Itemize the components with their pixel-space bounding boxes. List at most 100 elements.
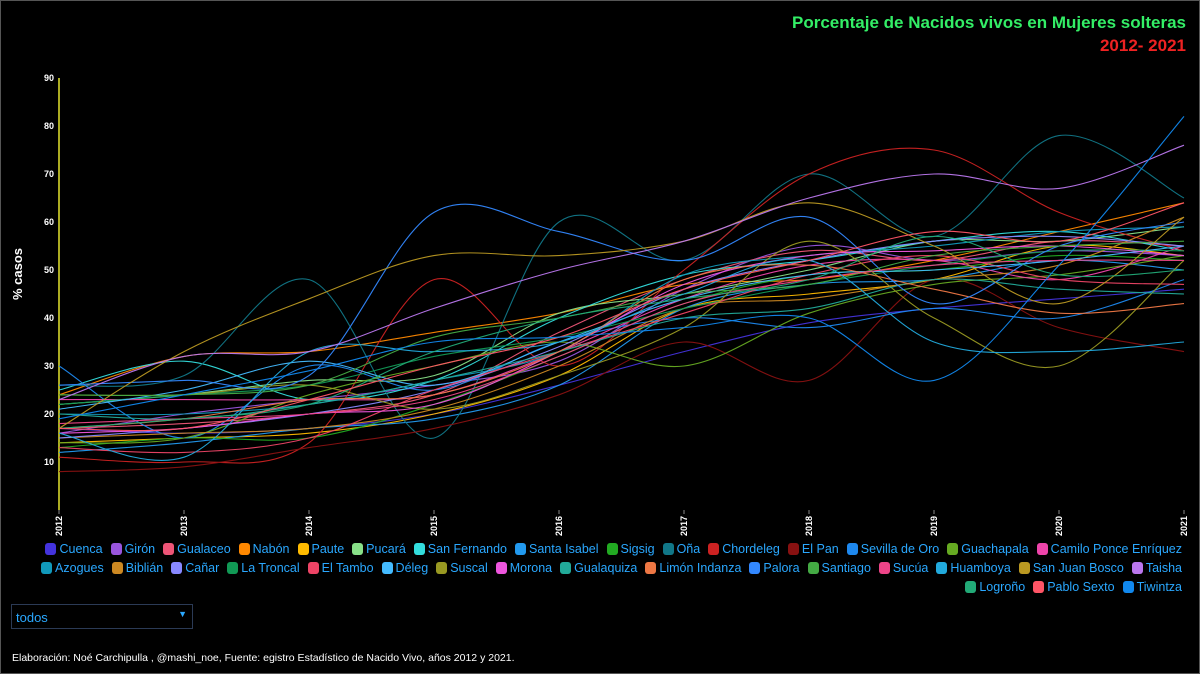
legend-swatch: [645, 561, 657, 574]
legend-item-azogues[interactable]: Azogues: [41, 559, 104, 576]
legend-swatch: [515, 542, 527, 555]
legend-item-pablo-sexto[interactable]: Pablo Sexto: [1033, 578, 1115, 595]
legend-item-san-juan-bosco[interactable]: San Juan Bosco: [1018, 559, 1124, 576]
legend-item-biblian[interactable]: Biblián: [111, 559, 164, 576]
legend-item-morona[interactable]: Morona: [495, 559, 553, 576]
series-line-el-pan: [58, 277, 1185, 473]
legend-swatch: [878, 561, 890, 574]
legend-swatch: [662, 542, 674, 555]
legend-swatch: [1033, 580, 1045, 593]
legend-label: Guachapala: [961, 541, 1029, 556]
series-line-suscal: [58, 240, 1185, 410]
x-tick-label: 2017: [679, 516, 689, 536]
legend-swatch: [352, 542, 364, 555]
chart-title: Porcentaje de Nacidos vivos en Mujeres s…: [792, 13, 1186, 32]
legend-label: El Pan: [801, 541, 839, 556]
series-line-tiwintza: [58, 116, 1185, 420]
municipality-select[interactable]: todos ▼: [11, 604, 193, 629]
legend-label: Cuenca: [59, 541, 103, 556]
legend-item-santa-isabel[interactable]: Santa Isabel: [515, 540, 599, 557]
legend-label: La Troncal: [241, 560, 300, 575]
legend-label: Azogues: [55, 560, 104, 575]
legend-item-gualaquiza[interactable]: Gualaquiza: [560, 559, 637, 576]
legend-label: Santiago: [821, 560, 871, 575]
legend-swatch: [1018, 561, 1030, 574]
legend-item-camilo-ponce-enriquez[interactable]: Camilo Ponce Enríquez: [1036, 540, 1182, 557]
legend-swatch: [111, 561, 123, 574]
legend-swatch: [307, 561, 319, 574]
legend-item-gualaceo[interactable]: Gualaceo: [163, 540, 231, 557]
legend-item-cuenca[interactable]: Cuenca: [45, 540, 103, 557]
legend-swatch: [1036, 542, 1048, 555]
series-line-taisha: [58, 144, 1185, 401]
legend-label: Morona: [509, 560, 553, 575]
legend-label: Limón Indanza: [659, 560, 742, 575]
legend-swatch: [227, 561, 239, 574]
legend-item-chordeleg[interactable]: Chordeleg: [708, 540, 780, 557]
legend-item-tiwintza[interactable]: Tiwintza: [1122, 578, 1182, 595]
legend-swatch: [947, 542, 959, 555]
series-line-morona: [58, 245, 1185, 434]
legend-item-sucua[interactable]: Sucúa: [878, 559, 929, 576]
legend-item-giron[interactable]: Girón: [110, 540, 156, 557]
legend-item-huamboya[interactable]: Huamboya: [936, 559, 1011, 576]
legend-item-suscal[interactable]: Suscal: [436, 559, 488, 576]
legend-item-taisha[interactable]: Taisha: [1131, 559, 1182, 576]
legend-item-sigsig[interactable]: Sigsig: [606, 540, 655, 557]
legend-swatch: [708, 542, 720, 555]
legend-label: Biblián: [125, 560, 164, 575]
legend-label: Sigsig: [620, 541, 655, 556]
legend-swatch: [965, 580, 977, 593]
legend-item-san-fernando[interactable]: San Fernando: [413, 540, 507, 557]
legend-item-palora[interactable]: Palora: [749, 559, 800, 576]
legend-item-el-pan[interactable]: El Pan: [787, 540, 839, 557]
legend-item-santiago[interactable]: Santiago: [807, 559, 871, 576]
legend-label: Pucará: [366, 541, 406, 556]
chart-subtitle: 2012- 2021: [1099, 36, 1186, 55]
legend-swatch: [171, 561, 183, 574]
legend-swatch: [1131, 561, 1143, 574]
legend-label: San Juan Bosco: [1032, 560, 1124, 575]
legend-swatch: [238, 542, 250, 555]
legend-item-nabon[interactable]: Nabón: [238, 540, 290, 557]
series-line-gualaquiza: [58, 278, 1185, 420]
chart-title-block: Porcentaje de Nacidos vivos en Mujeres s…: [792, 12, 1186, 58]
series-line-camilo-ponce-enriquez: [59, 245, 1185, 401]
x-tick-label: 2014: [304, 516, 314, 536]
y-tick-label: 80: [44, 121, 54, 131]
legend-label: Girón: [124, 541, 156, 556]
legend-item-sevilla-de-oro[interactable]: Sevilla de Oro: [846, 540, 940, 557]
source-footer: Elaboración: Noé Carchipulla , @mashi_no…: [12, 652, 515, 664]
legend-item-deleg[interactable]: Déleg: [381, 559, 428, 576]
series-line-paute: [58, 244, 1185, 444]
legend-swatch: [495, 561, 507, 574]
legend-item-logrono[interactable]: Logroño: [965, 578, 1025, 595]
legend-item-la-troncal[interactable]: La Troncal: [227, 559, 300, 576]
legend-swatch: [1122, 580, 1134, 593]
legend-swatch: [787, 542, 799, 555]
x-tick-label: 2018: [804, 516, 814, 536]
x-tick-label: 2019: [929, 516, 939, 536]
legend-swatch: [807, 561, 819, 574]
legend-swatch: [749, 561, 761, 574]
line-chart[interactable]: 10 20 30 40 50 60 70 80 90 2012 2013 2014 2015 2016 20…: [0, 0, 1200, 540]
legend-item-pucara[interactable]: Pucará: [352, 540, 406, 557]
y-tick-label: 70: [44, 169, 54, 179]
legend-item-ona[interactable]: Oña: [662, 540, 700, 557]
legend-label: Sevilla de Oro: [860, 541, 940, 556]
legend-item-canar[interactable]: Cañar: [171, 559, 219, 576]
legend-swatch: [846, 542, 858, 555]
legend-item-limon-indanza[interactable]: Limón Indanza: [645, 559, 741, 576]
legend: Cuenca Girón Gualaceo Nabón Paute Pucará San F…: [14, 540, 1184, 595]
x-tick-label: 2016: [554, 516, 564, 536]
x-tick-label: 2020: [1054, 516, 1064, 536]
legend-label: Pablo Sexto: [1047, 579, 1115, 594]
series-line-guachapala: [58, 255, 1185, 444]
legend-label: Sucúa: [892, 560, 929, 575]
y-tick-label: 20: [44, 409, 54, 419]
legend-item-paute[interactable]: Paute: [297, 540, 344, 557]
legend-label: Camilo Ponce Enríquez: [1050, 541, 1182, 556]
legend-item-guachapala[interactable]: Guachapala: [947, 540, 1029, 557]
chevron-down-icon: ▼: [178, 609, 187, 619]
legend-item-el-tambo[interactable]: El Tambo: [307, 559, 374, 576]
